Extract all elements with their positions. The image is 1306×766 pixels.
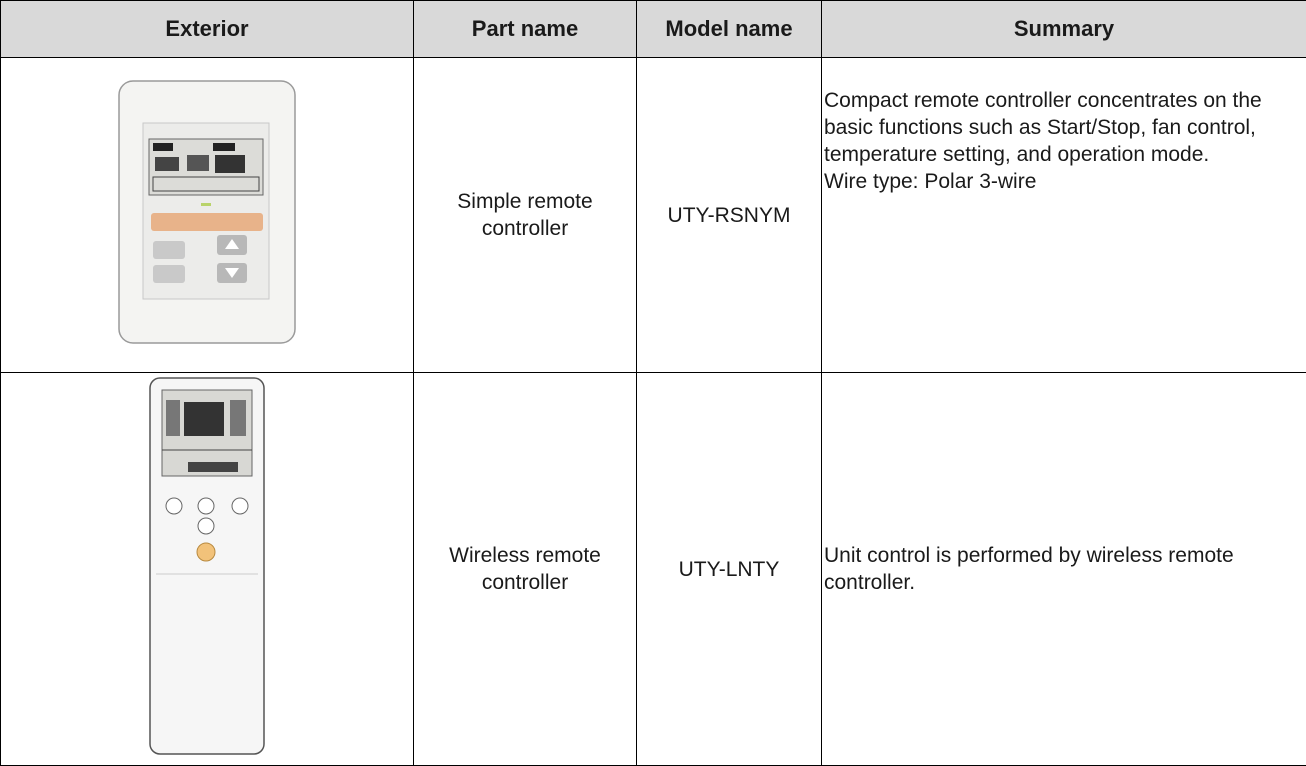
summary-cell: Unit control is performed by wireless re… xyxy=(822,373,1306,766)
header-cell: Exterior xyxy=(1,1,414,58)
exterior-cell xyxy=(1,58,414,373)
wireless-remote-image xyxy=(148,376,266,756)
wired-remote-image xyxy=(117,79,297,345)
header-row: Exterior Part name Model name Summary xyxy=(1,1,1306,58)
part-name-cell: Wireless remote controller xyxy=(414,373,637,766)
summary-text: Unit control is performed by wireless re… xyxy=(824,542,1298,596)
row: Simple remote controller UTY-RSNYM Compa… xyxy=(1,58,1306,373)
header-cell: Summary xyxy=(822,1,1306,58)
row: Wireless remote controller UTY-LNTY Unit… xyxy=(1,373,1306,766)
page: Exterior Part name Model name Summary xyxy=(0,0,1306,735)
exterior-cell xyxy=(1,373,414,766)
header-cell: Model name xyxy=(637,1,822,58)
summary-text: Compact remote controller concentrates o… xyxy=(824,87,1298,168)
model-name-cell: UTY-LNTY xyxy=(637,373,822,766)
summary-text: Wire type: Polar 3-wire xyxy=(824,168,1298,195)
summary-cell: Compact remote controller concentrates o… xyxy=(822,58,1306,373)
part-name-cell: Simple remote controller xyxy=(414,58,637,373)
model-name-cell: UTY-RSNYM xyxy=(637,58,822,373)
header-cell: Part name xyxy=(414,1,637,58)
